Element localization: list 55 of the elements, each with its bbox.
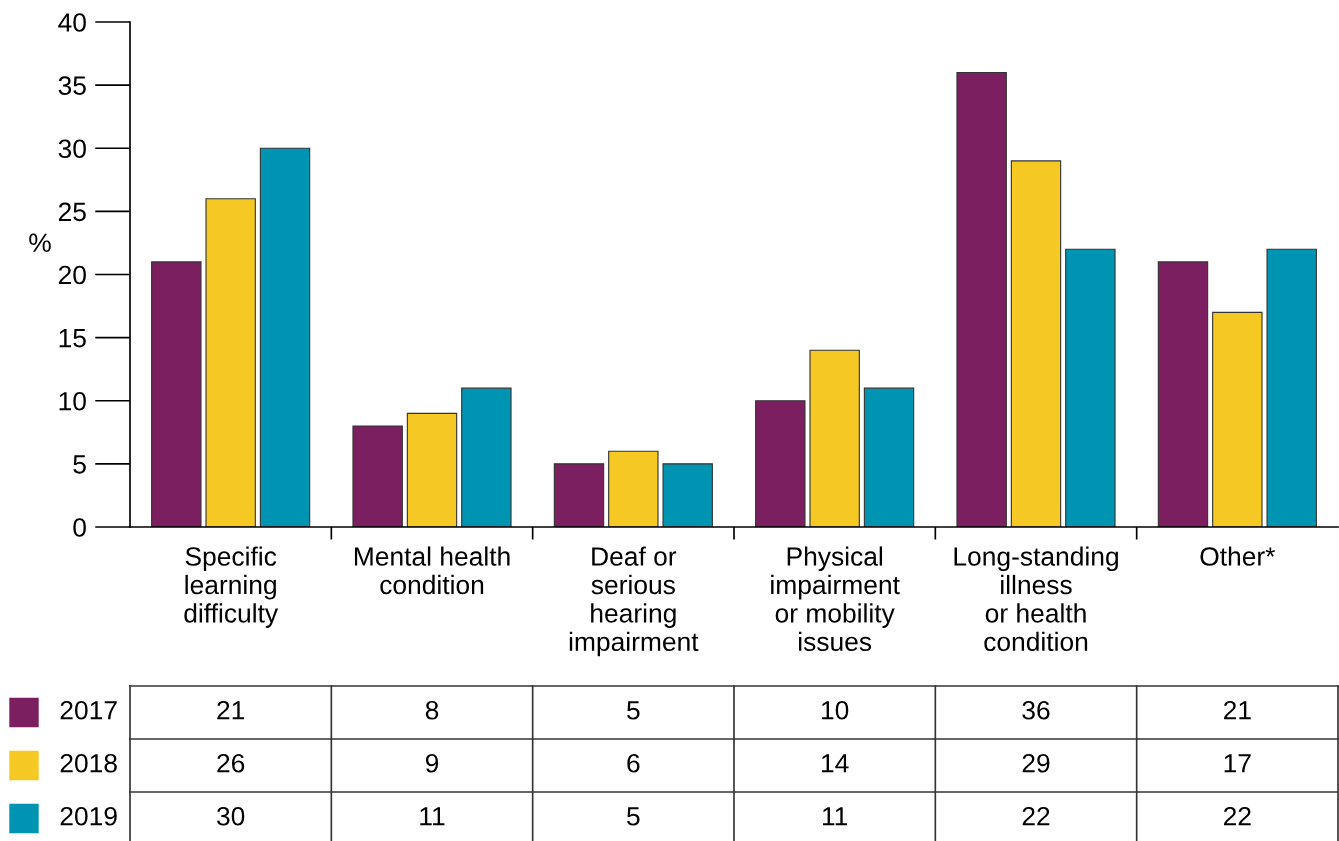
bar bbox=[352, 425, 403, 527]
data-label: 9 bbox=[425, 753, 439, 773]
data-label: 21 bbox=[217, 700, 245, 720]
bar bbox=[1010, 160, 1062, 527]
bar bbox=[1266, 248, 1317, 527]
data-label: 5 bbox=[627, 807, 640, 826]
bar bbox=[259, 147, 311, 527]
x-tick-label: Long-standing illness or health condition bbox=[954, 546, 1118, 652]
data-label: 8 bbox=[425, 700, 439, 720]
data-label: 29 bbox=[1022, 753, 1050, 773]
bar bbox=[1157, 261, 1209, 527]
bar bbox=[608, 450, 659, 527]
bar bbox=[956, 71, 1007, 527]
y-tick-label: 35 bbox=[58, 76, 86, 95]
data-label: 22 bbox=[1022, 806, 1050, 826]
x-tick-label: Other* bbox=[1200, 546, 1276, 566]
data-label: 26 bbox=[217, 753, 245, 773]
data-label: 21 bbox=[1223, 700, 1251, 720]
y-tick-label: 10 bbox=[59, 391, 86, 411]
data-label: 22 bbox=[1223, 806, 1251, 826]
bar bbox=[461, 387, 512, 527]
data-label: 6 bbox=[627, 753, 640, 773]
bar bbox=[863, 387, 915, 527]
bar bbox=[809, 349, 860, 527]
y-tick-label: 15 bbox=[59, 329, 86, 348]
y-tick-label: 5 bbox=[73, 455, 86, 474]
legend-label: 2017 bbox=[60, 700, 117, 720]
data-label: 17 bbox=[1224, 754, 1251, 773]
y-tick-label: 25 bbox=[58, 202, 86, 222]
x-tick-label: Deaf or serious hearing impairment bbox=[569, 546, 699, 657]
x-tick-label: Specific learning difficulty bbox=[184, 546, 279, 628]
bar bbox=[662, 463, 713, 527]
y-axis-title: % bbox=[29, 233, 51, 252]
data-label: 36 bbox=[1022, 700, 1050, 720]
legend-label: 2019 bbox=[60, 806, 117, 826]
x-tick-label: Mental health condition bbox=[354, 546, 510, 595]
data-label: 5 bbox=[627, 701, 640, 720]
bar bbox=[1065, 248, 1116, 527]
bar bbox=[1212, 311, 1263, 527]
data-label: 10 bbox=[822, 700, 849, 720]
bar bbox=[205, 198, 256, 527]
data-label: 14 bbox=[822, 754, 849, 773]
legend-label: 2018 bbox=[60, 753, 117, 773]
y-tick-label: 30 bbox=[58, 139, 86, 159]
y-tick-label: 40 bbox=[58, 13, 86, 32]
data-label: 30 bbox=[217, 806, 245, 826]
bar bbox=[151, 261, 202, 527]
bar bbox=[553, 463, 605, 527]
data-label: 11 bbox=[420, 807, 445, 826]
bar bbox=[755, 400, 806, 527]
bar bbox=[406, 412, 458, 527]
x-tick-label: Physical impairment or mobility issues bbox=[771, 546, 900, 652]
y-tick-label: 0 bbox=[73, 518, 86, 537]
y-tick-label: 20 bbox=[58, 265, 86, 285]
data-label: 11 bbox=[822, 807, 848, 826]
